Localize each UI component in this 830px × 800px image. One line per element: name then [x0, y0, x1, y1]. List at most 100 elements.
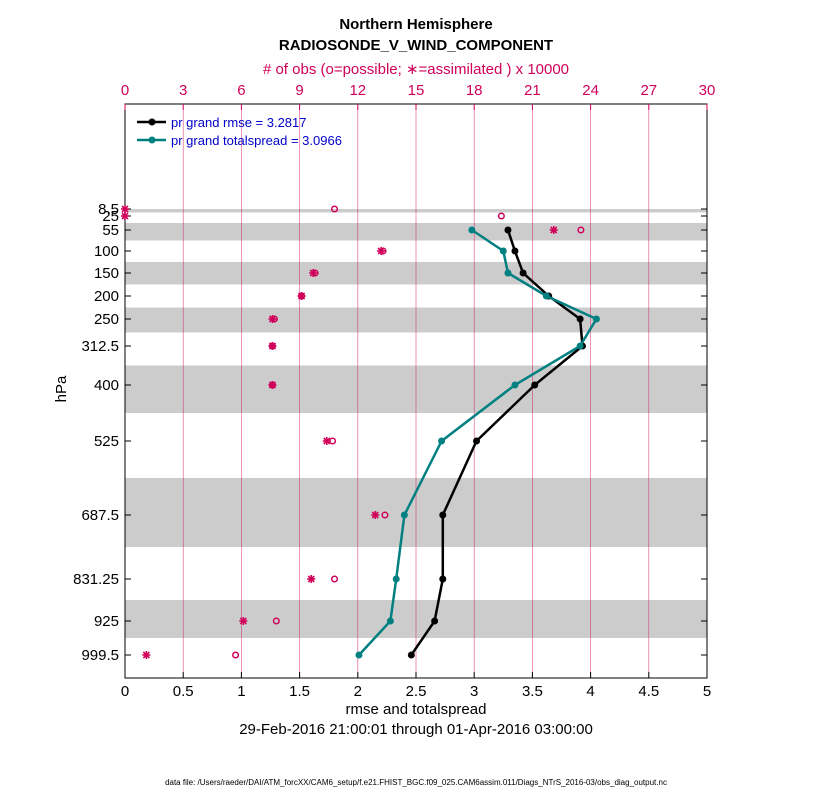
y-tick-label: 925 — [94, 613, 119, 630]
obs-assimilated-marker — [268, 342, 277, 350]
obs-markers — [121, 205, 585, 659]
obs-assimilated-marker — [549, 226, 558, 234]
top-tick-label: 21 — [524, 82, 541, 99]
top-tick-label: 15 — [408, 82, 425, 99]
asterisk-stroke — [550, 226, 558, 234]
x-tick-label: 1 — [237, 683, 245, 700]
obs-assimilated-marker — [268, 381, 277, 389]
y-tick-label: 831.25 — [73, 571, 119, 588]
y-tick-label: 200 — [94, 288, 119, 305]
series-point-totalspread — [542, 292, 550, 300]
x-axis-label: rmse and totalspread — [346, 701, 487, 718]
series-point-totalspread — [392, 575, 400, 583]
series-point-totalspread — [504, 269, 512, 277]
footer-data-file: data file: /Users/raeder/DAI/ATM_forcXX/… — [165, 778, 667, 787]
y-tick-label: 150 — [94, 265, 119, 282]
asterisk-stroke — [268, 315, 277, 323]
top-tick-label: 30 — [699, 82, 716, 99]
y-tick-label: 525 — [94, 433, 119, 450]
asterisk-stroke — [268, 381, 277, 389]
asterisk-stroke — [121, 205, 129, 213]
date-range: 29-Feb-2016 21:00:01 through 01-Apr-2016… — [239, 721, 593, 738]
obs-possible-marker — [330, 575, 339, 583]
series-point-rmse — [407, 651, 415, 659]
x-tick-label: 2 — [354, 683, 362, 700]
top-tick-label: 24 — [582, 82, 599, 99]
obs-assimilated-marker — [121, 205, 129, 213]
x-tick-label: 3.5 — [522, 683, 543, 700]
asterisk-stroke — [307, 575, 315, 583]
asterisk-stroke — [239, 617, 247, 625]
y-axis-label: hPa — [53, 375, 70, 402]
asterisk-stroke — [121, 212, 129, 220]
y-tick-label: 25 — [102, 208, 119, 225]
obs-possible-marker — [497, 212, 505, 220]
x-tick-label: 5 — [703, 683, 711, 700]
asterisk-stroke — [309, 269, 317, 277]
series-line-totalspread — [358, 228, 598, 656]
obs-assimilated-marker — [239, 617, 248, 625]
asterisk-stroke — [377, 247, 385, 255]
obs-assimilated-marker — [307, 575, 316, 583]
series-point-rmse — [439, 575, 447, 583]
y-tick-label: 687.5 — [81, 507, 119, 524]
series-point-totalspread — [592, 315, 600, 323]
axis-ticks: 0 0.5 1 1.5 2 2.5 3 3.5 4 4.5 5 0 3 6 9 12 15 18 21 24 27 30 8… — [73, 82, 715, 700]
top-tick-label: 3 — [179, 82, 187, 99]
legend-rmse-label: pr grand rmse = 3.2817 — [171, 115, 307, 130]
asterisk-stroke — [268, 342, 277, 350]
top-tick-label: 9 — [295, 82, 303, 99]
asterisk-stroke — [371, 511, 379, 519]
legend-spread-marker — [148, 136, 156, 144]
obs-assimilated-marker — [297, 292, 306, 300]
obs-assimilated-marker — [309, 269, 318, 277]
y-tick-label: 55 — [102, 222, 119, 239]
obs-assimilated-marker — [142, 651, 151, 659]
series-point-totalspread — [576, 342, 584, 350]
asterisk-stroke — [297, 292, 306, 300]
asterisk-stroke — [142, 651, 150, 659]
legend-rmse-marker — [148, 118, 156, 126]
obs-possible-marker — [577, 226, 585, 234]
y-tick-label: 312.5 — [81, 338, 119, 355]
series-line-rmse — [410, 229, 584, 656]
x-tick-label: 3 — [470, 683, 478, 700]
y-tick-label: 8.5 — [98, 201, 119, 218]
series-point-rmse — [473, 437, 481, 445]
obs-assimilated-marker — [322, 437, 331, 445]
series-point-rmse — [431, 617, 439, 625]
series-point-totalspread — [468, 226, 476, 234]
series-point-totalspread — [511, 381, 519, 389]
obs-possible-marker — [381, 511, 389, 519]
top-tick-label: 12 — [349, 82, 366, 99]
legend: pr grand rmse = 3.2817 pr grand totalspr… — [137, 115, 342, 148]
obs-possible-marker — [232, 651, 240, 659]
top-tick-label: 0 — [121, 82, 129, 99]
series-point-totalspread — [438, 437, 446, 445]
y-tick-label: 400 — [94, 377, 119, 394]
series-point-rmse — [504, 226, 512, 234]
series-point-totalspread — [386, 617, 394, 625]
series-point-totalspread — [355, 651, 363, 659]
top-tick-label: 27 — [640, 82, 657, 99]
obs-assimilated-marker — [371, 511, 380, 519]
top-tick-label: 6 — [237, 82, 245, 99]
obs-assimilated-marker — [377, 247, 386, 255]
series-point-rmse — [531, 381, 539, 389]
series-point-rmse — [519, 269, 527, 277]
vertical-grid — [182, 104, 650, 678]
y-tick-label: 250 — [94, 311, 119, 328]
series-point-totalspread — [400, 511, 408, 519]
y-tick-label: 100 — [94, 243, 119, 260]
obs-assimilated-marker — [268, 315, 277, 323]
obs-assimilated-marker — [121, 212, 129, 220]
series-point-rmse — [576, 315, 584, 323]
x-tick-label: 0.5 — [173, 683, 194, 700]
top-tick-label: 18 — [466, 82, 483, 99]
chart-title: Northern Hemisphere — [339, 16, 492, 33]
chart-subtitle: RADIOSONDE_V_WIND_COMPONENT — [279, 37, 553, 54]
y-tick-label: 999.5 — [81, 647, 119, 664]
x-tick-label: 4 — [586, 683, 594, 700]
series-point-rmse — [439, 511, 447, 519]
x-tick-label: 0 — [121, 683, 129, 700]
